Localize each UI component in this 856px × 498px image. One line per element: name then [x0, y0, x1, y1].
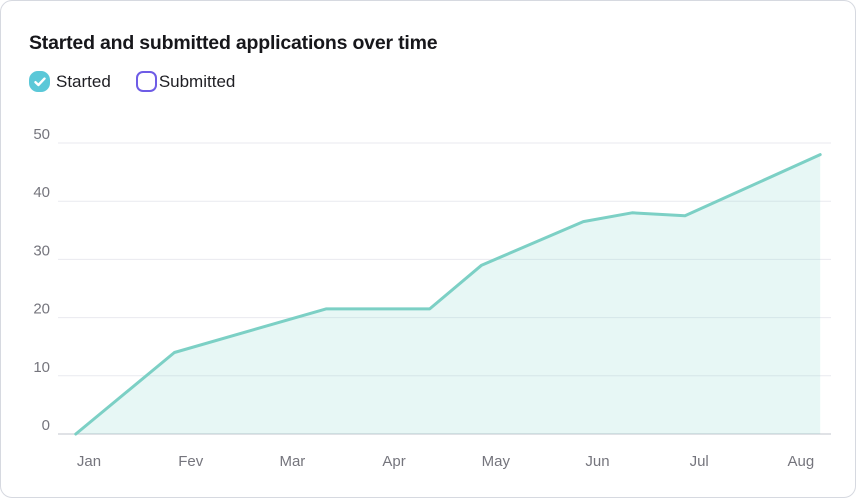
legend-item-submitted[interactable]: Submitted: [135, 71, 236, 92]
x-tick-label: Mar: [279, 453, 305, 470]
started-checkbox[interactable]: [29, 71, 50, 92]
legend-item-started[interactable]: Started: [29, 71, 111, 92]
x-tick-label: Jun: [585, 453, 609, 470]
series-line-started: [74, 153, 822, 436]
y-tick-label: 10: [33, 359, 50, 376]
chart-legend: Started Submitted: [29, 71, 235, 92]
x-tick-label: May: [482, 453, 511, 470]
x-tick-label: Apr: [382, 453, 405, 470]
y-tick-label: 50: [33, 126, 50, 143]
y-tick-label: 0: [42, 417, 50, 434]
y-tick-label: 30: [33, 242, 50, 259]
submitted-checkbox[interactable]: [135, 71, 157, 92]
y-tick-label: 20: [33, 301, 50, 318]
x-tick-label: Jul: [690, 453, 709, 470]
x-tick-label: Jan: [77, 453, 101, 470]
x-tick-label: Fev: [178, 453, 204, 470]
legend-label-submitted: Submitted: [158, 71, 236, 91]
page-title: Started and submitted applications over …: [29, 32, 438, 54]
check-icon: [33, 76, 46, 86]
x-tick-label: Aug: [788, 453, 815, 470]
y-tick-label: 40: [33, 184, 50, 201]
legend-label-started: Started: [56, 71, 111, 91]
